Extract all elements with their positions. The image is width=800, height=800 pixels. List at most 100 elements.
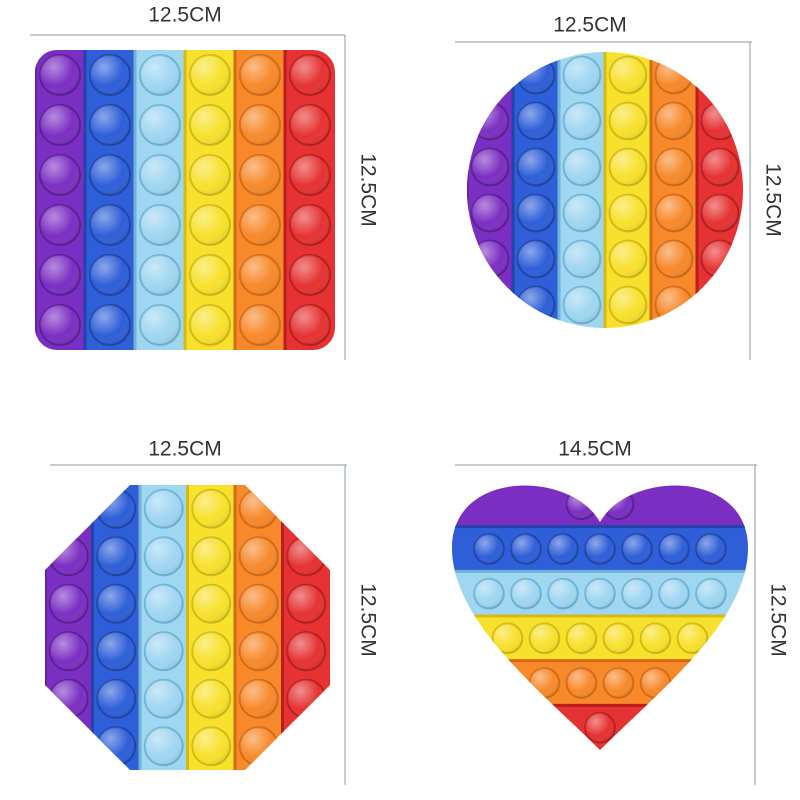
bubble-shine <box>97 632 136 671</box>
bubble <box>700 285 740 325</box>
stripe <box>135 50 186 350</box>
bubble-shine <box>474 578 504 609</box>
bubble-shine <box>49 584 88 623</box>
stripe <box>45 485 94 770</box>
bubble-shine <box>144 584 183 623</box>
bubble-shine <box>40 55 80 95</box>
bubble-shine <box>240 55 280 95</box>
bubble-shine <box>585 534 615 564</box>
bubble-shine <box>144 632 183 671</box>
bubble-shine <box>471 286 509 324</box>
bubble-shine <box>563 102 601 140</box>
bubble-shine <box>622 534 652 564</box>
bubble-shine <box>471 102 509 140</box>
bubble-shine <box>603 668 634 698</box>
bubble-shine <box>190 255 230 295</box>
bubble-shine <box>140 155 180 195</box>
bubble-shine <box>287 679 326 718</box>
height-label: 12.5CM <box>766 583 789 657</box>
bubble-shine <box>517 56 555 94</box>
bubble-shine <box>517 102 555 140</box>
bubble-shine <box>609 194 647 232</box>
bubble-shine <box>90 105 130 145</box>
bubble-shine <box>548 578 578 609</box>
bubble-shine <box>140 255 180 295</box>
bubble-shine <box>566 623 597 654</box>
bubble-shine <box>566 668 597 698</box>
bubble-shine <box>511 578 541 609</box>
bubble-shine <box>471 148 509 186</box>
bubble-shine <box>192 632 231 671</box>
bubble-shine <box>190 105 230 145</box>
bubble-shine <box>40 105 80 145</box>
bubble-shine <box>287 584 326 623</box>
bubble-shine <box>190 305 230 345</box>
bubble-shine <box>239 632 278 671</box>
bubble-shine <box>97 537 136 576</box>
bubble-shine <box>609 240 647 278</box>
bubble-shine <box>140 205 180 245</box>
stripe <box>92 485 141 770</box>
bubble-shine <box>701 148 739 186</box>
bubble-shine <box>240 105 280 145</box>
stripe <box>451 660 749 707</box>
bubble-shine <box>655 286 693 324</box>
dimension-lines <box>30 34 757 785</box>
bubble-shine <box>471 194 509 232</box>
bubble-shine <box>517 148 555 186</box>
bubble-shine <box>49 727 88 766</box>
width-label: 12.5CM <box>148 4 222 27</box>
bubble-shine <box>90 205 130 245</box>
bubble-shine <box>290 105 330 145</box>
bubble-shine <box>140 105 180 145</box>
bubble-shine <box>474 534 504 564</box>
width-label: 12.5CM <box>148 438 222 461</box>
stripe <box>451 485 749 528</box>
bubble-shine <box>659 534 689 564</box>
bubble-shine <box>696 578 726 609</box>
bubble-shine <box>97 679 136 718</box>
bubble-shine <box>192 489 231 528</box>
height-label: 12.5CM <box>356 583 379 657</box>
stripe <box>513 52 560 328</box>
bubble-shine <box>701 240 739 278</box>
bubble-shine <box>290 255 330 295</box>
bubble-shine <box>655 102 693 140</box>
bubble-shine <box>471 56 509 94</box>
bubble-shine <box>144 727 183 766</box>
bubble-shine <box>563 194 601 232</box>
bubble-shine <box>655 148 693 186</box>
stripe <box>140 485 189 770</box>
width-label: 14.5CM <box>558 438 632 461</box>
bubble-shine <box>239 727 278 766</box>
bubble-shine <box>563 56 601 94</box>
bubble-shine <box>90 255 130 295</box>
stripe <box>651 52 698 328</box>
bubble-shine <box>40 155 80 195</box>
bubble-shine <box>609 102 647 140</box>
stripe <box>697 52 743 328</box>
bubble-shine <box>240 305 280 345</box>
bubble-shine <box>701 286 739 324</box>
stripe <box>35 50 86 350</box>
bubble-shine <box>655 194 693 232</box>
bubble-shine <box>97 584 136 623</box>
bubble-shine <box>655 56 693 94</box>
height-label: 12.5CM <box>356 153 379 227</box>
bubble-shine <box>287 727 326 766</box>
bubble-shine <box>49 537 88 576</box>
stripe <box>467 52 514 328</box>
bubble-shine <box>603 489 634 520</box>
bubble-shine <box>517 286 555 324</box>
bubble-shine <box>609 286 647 324</box>
bubble-shine <box>40 255 80 295</box>
toys <box>35 50 749 770</box>
bubble-shine <box>529 668 560 698</box>
bubble-shine <box>240 155 280 195</box>
bubble-shine <box>239 584 278 623</box>
width-label: 12.5CM <box>553 14 627 37</box>
stripe <box>85 50 136 350</box>
bubble-shine <box>517 194 555 232</box>
